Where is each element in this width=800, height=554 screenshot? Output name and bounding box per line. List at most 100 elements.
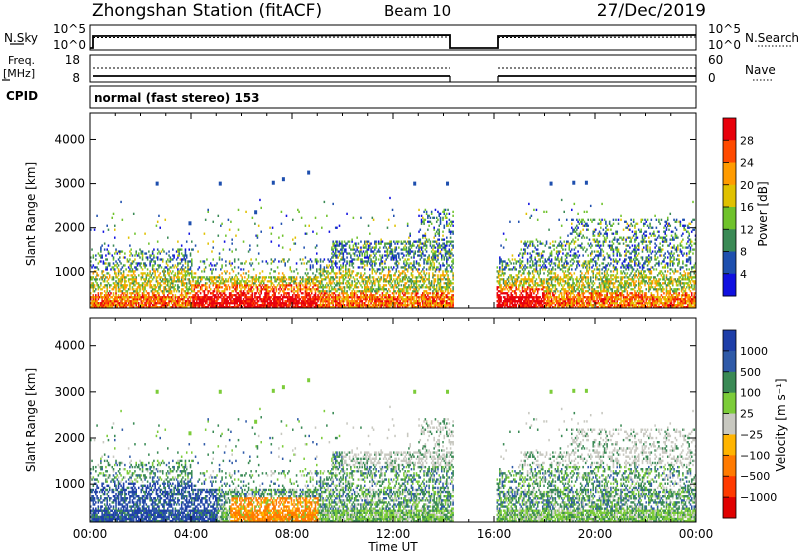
power-cell	[160, 276, 163, 279]
power-cell	[148, 280, 150, 283]
power-cell	[130, 274, 132, 277]
power-cell	[391, 300, 394, 303]
power-cell	[160, 306, 163, 308]
power-cell	[165, 296, 168, 299]
power-cell	[370, 296, 372, 299]
power-cell	[119, 278, 121, 281]
power-cell	[422, 216, 424, 219]
power-cell	[237, 258, 240, 261]
power-cell	[174, 288, 177, 291]
power-cell	[393, 294, 395, 297]
power-cell	[386, 290, 389, 293]
power-cell	[339, 306, 342, 308]
power-cell	[228, 286, 231, 289]
power-cell	[203, 290, 206, 293]
power-cell	[187, 278, 189, 281]
power-cell	[249, 298, 251, 301]
power-cell	[437, 244, 439, 247]
power-cell	[295, 306, 298, 308]
power-cell	[250, 288, 252, 291]
power-cell	[348, 262, 351, 265]
power-cell	[273, 298, 275, 301]
power-cell	[185, 296, 188, 299]
power-cell	[351, 304, 353, 307]
power-cell	[160, 302, 163, 305]
power-cell	[101, 296, 103, 299]
power-cell	[425, 250, 428, 253]
power-cell	[427, 300, 429, 303]
power-cell	[358, 300, 361, 303]
power-cell	[387, 254, 390, 257]
power-cell	[423, 280, 425, 283]
power-cell	[372, 260, 375, 263]
power-cell	[524, 276, 526, 279]
power-cell	[512, 304, 515, 307]
power-cell	[415, 284, 418, 287]
power-cell	[524, 264, 526, 267]
power-cell	[307, 282, 309, 285]
power-cell	[213, 288, 216, 291]
power-cell	[302, 292, 304, 295]
power-cell	[438, 262, 441, 265]
power-cell	[121, 286, 124, 289]
power-cell	[384, 260, 386, 263]
power-cell	[154, 260, 156, 263]
power-cell	[218, 276, 221, 279]
power-cell	[230, 278, 232, 281]
power-cell	[304, 294, 307, 297]
power-cell	[130, 304, 132, 307]
power-cell	[266, 286, 269, 289]
power-cell	[140, 284, 143, 287]
power-cell	[360, 240, 362, 243]
power-cell	[135, 268, 138, 271]
power-cell	[124, 286, 126, 289]
power-cell	[134, 296, 136, 299]
power-cell	[410, 266, 413, 269]
power-cell	[184, 304, 187, 307]
power-cell	[177, 250, 179, 253]
power-cell	[439, 282, 442, 285]
power-cell	[131, 268, 134, 271]
power-cell	[307, 278, 309, 281]
power-cell	[430, 304, 433, 307]
power-cell	[247, 288, 250, 291]
power-cell	[92, 276, 95, 279]
power-cell	[319, 302, 322, 305]
power-cell	[433, 280, 435, 283]
power-cell	[124, 296, 126, 299]
power-cell	[499, 258, 501, 261]
power-cell	[327, 266, 329, 269]
power-cell	[124, 264, 126, 267]
power-cell	[338, 244, 341, 247]
power-cell	[444, 300, 447, 303]
power-cell	[342, 244, 345, 247]
power-cell	[401, 248, 404, 251]
power-cell	[284, 280, 286, 283]
power-cell	[404, 284, 406, 287]
power-cell	[103, 300, 106, 303]
power-cell	[212, 268, 215, 271]
power-cell	[376, 296, 379, 299]
power-cell	[122, 302, 125, 305]
power-cell	[173, 302, 175, 305]
power-cell	[435, 294, 438, 297]
power-cell	[278, 260, 280, 263]
power-cell	[516, 296, 519, 299]
power-cell	[447, 274, 449, 277]
power-cell	[434, 274, 437, 277]
power-cell	[511, 278, 514, 281]
power-cell	[399, 294, 401, 297]
power-cell	[406, 296, 409, 299]
power-cell	[314, 300, 317, 303]
power-cell	[342, 266, 345, 269]
power-cell	[106, 272, 108, 275]
power-cell	[375, 304, 377, 307]
power-cell	[510, 262, 512, 265]
power-cell	[177, 304, 179, 307]
power-cell	[292, 276, 294, 279]
power-cell	[191, 248, 193, 251]
power-cell	[370, 260, 372, 263]
power-cell	[266, 296, 269, 299]
power-cell	[423, 242, 425, 245]
power-cell	[381, 262, 384, 265]
